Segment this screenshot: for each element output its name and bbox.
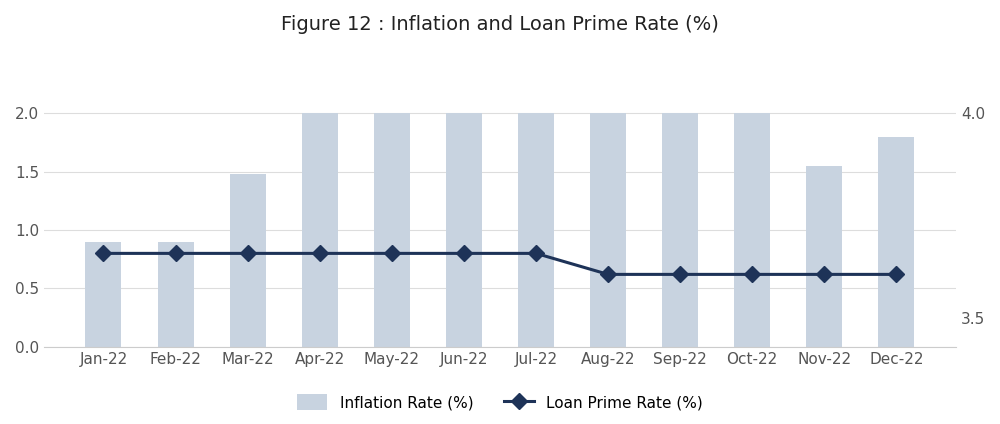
Bar: [734, 113, 770, 347]
Legend: Inflation Rate (%), Loan Prime Rate (%): Inflation Rate (%), Loan Prime Rate (%): [291, 388, 709, 416]
Bar: [230, 174, 266, 347]
Title: Figure 12 : Inflation and Loan Prime Rate (%): Figure 12 : Inflation and Loan Prime Rat…: [281, 15, 719, 34]
Bar: [374, 113, 410, 347]
Bar: [302, 113, 338, 347]
Bar: [662, 113, 698, 347]
Bar: [806, 166, 842, 347]
Bar: [878, 137, 914, 347]
Bar: [158, 242, 194, 347]
Bar: [85, 242, 121, 347]
Bar: [518, 113, 554, 347]
Bar: [446, 113, 482, 347]
Bar: [590, 113, 626, 347]
